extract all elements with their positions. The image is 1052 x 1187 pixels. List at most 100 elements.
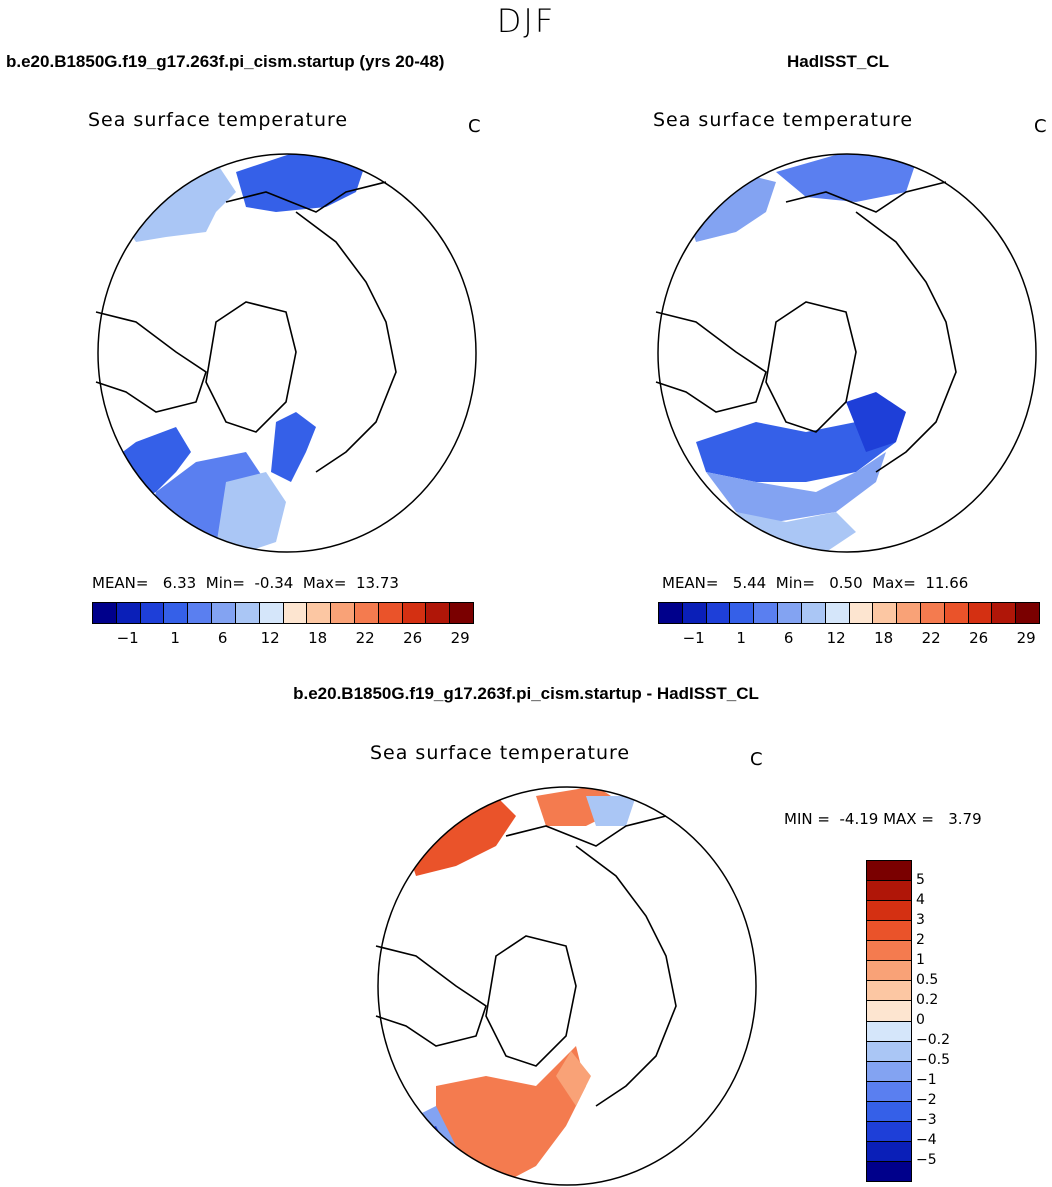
colorbar-tick-label: −1 [682, 629, 705, 647]
sst-region-atlantic-mid [706, 452, 886, 522]
colorbar-swatch [212, 603, 236, 623]
sst-region-pacific-mid [776, 154, 916, 202]
colorbar-tick-label: 26 [969, 629, 989, 647]
colorbar-tick-label: 6 [783, 629, 794, 647]
colorbar-swatch [426, 603, 451, 623]
sst-region-pacific-light [116, 162, 236, 242]
panel-2-max-label: Max= [872, 574, 916, 592]
coast-canada [95, 311, 207, 413]
colorbar-swatch [825, 603, 850, 623]
season-title: DJF [496, 2, 556, 40]
sst-region-atlantic-dark [696, 402, 896, 482]
sst-region-pacific-mid [236, 154, 366, 212]
colorbar-swatch [188, 603, 213, 623]
colorbar-tick-label: −0.2 [916, 1032, 950, 1048]
colorbar-swatch [873, 603, 898, 623]
colorbar-tick-label: −0.5 [916, 1052, 950, 1068]
panel-2-min: 0.50 [829, 574, 863, 592]
colorbar-tick-label: 0.2 [916, 992, 939, 1008]
panel-3-min-label: MIN = [784, 810, 830, 828]
colorbar-swatch [849, 603, 874, 623]
colorbar-tick-label: 1 [170, 629, 180, 647]
panel-2-variable-title: Sea surface temperature [653, 109, 914, 131]
colorbar-tick-label: 3 [916, 912, 925, 928]
colorbar-swatch [378, 603, 403, 623]
panel-1-stats: MEAN= 6.33 Min= -0.34 Max= 13.73 [92, 574, 399, 592]
colorbar-swatch [867, 1061, 911, 1082]
colorbar-tick-label: 1 [736, 629, 746, 647]
colorbar-swatch [93, 603, 117, 623]
panel-2-units: C [1034, 116, 1047, 137]
colorbar-swatch [867, 1101, 911, 1122]
coast-eurasia [295, 211, 397, 473]
panel-3-min: -4.19 [839, 810, 879, 828]
colorbar-swatch [867, 941, 911, 962]
coast-greenland [485, 935, 577, 1067]
coast-eurasia [575, 845, 677, 1107]
colorbar-tick-label: −1 [916, 1072, 937, 1088]
colorbar-swatch [402, 603, 427, 623]
coast-siberia [505, 815, 667, 847]
panel-1-variable-title: Sea surface temperature [88, 109, 349, 131]
colorbar-tick-label: 5 [916, 872, 925, 888]
colorbar-swatch [706, 603, 731, 623]
colorbar-swatch [897, 603, 921, 623]
panel-1-case-title: b.e20.B1850G.f19_g17.263f.pi_cism.startu… [6, 52, 445, 71]
panel-1-mean: 6.33 [162, 574, 197, 592]
colorbar-swatch [867, 901, 911, 922]
colorbar-swatch [778, 603, 802, 623]
colorbar-swatch [867, 1021, 911, 1042]
diff-region-pacific-warm [406, 796, 516, 876]
colorbar-tick-label: −1 [116, 629, 139, 647]
coast-siberia [225, 181, 387, 213]
panel-1-units: C [468, 116, 481, 137]
panel-1-max: 13.73 [355, 574, 399, 592]
colorbar-tick-label: 6 [217, 629, 228, 647]
panel-3-max: 3.79 [948, 810, 982, 828]
colorbar-tick-label: 18 [874, 629, 894, 647]
panel-1-max-label: Max= [302, 574, 347, 592]
colorbar-swatch [867, 981, 911, 1002]
colorbar-swatch [867, 1161, 911, 1181]
colorbar-tick-label: −5 [916, 1152, 937, 1168]
colorbar-swatch [307, 603, 332, 623]
colorbar-swatch [920, 603, 945, 623]
colorbar-swatch [944, 603, 969, 623]
colorbar-swatch [867, 1041, 911, 1062]
panel-3-colorbar [866, 860, 912, 1182]
colorbar-swatch [754, 603, 779, 623]
coast-eurasia [855, 211, 957, 473]
colorbar-tick-label: 2 [916, 932, 925, 948]
colorbar-swatch [450, 603, 473, 623]
colorbar-swatch [164, 603, 189, 623]
panel-1-min-label: Min= [205, 574, 245, 592]
colorbar-swatch [968, 603, 993, 623]
colorbar-swatch [140, 603, 165, 623]
panel-2-stats: MEAN= 5.44 Min= 0.50 Max= 11.66 [662, 574, 968, 592]
colorbar-tick-label: 29 [450, 629, 470, 647]
diff-region-pacific-cool [586, 796, 636, 826]
colorbar-tick-label: 22 [921, 629, 941, 647]
colorbar-swatch [259, 603, 284, 623]
colorbar-tick-label: 12 [826, 629, 846, 647]
panel-3-max-label: MAX = [883, 810, 934, 828]
sst-region-norwegian-sea [271, 412, 316, 482]
panel-1-mean-label: MEAN= [92, 574, 149, 592]
panel-3-units: C [750, 749, 763, 770]
coast-canada [655, 311, 767, 413]
coast-greenland [205, 301, 297, 433]
panel-3-colorbar-ticks: 5 4 3 2 1 0.5 0.2 0 −0.2 −0.5 −1 −2 −3 −4 −5 [916, 860, 976, 1180]
colorbar-swatch [992, 603, 1017, 623]
colorbar-tick-label: 26 [403, 629, 423, 647]
panel-2-map [655, 153, 1037, 553]
colorbar-swatch [867, 881, 911, 902]
colorbar-swatch [867, 1141, 911, 1162]
colorbar-swatch [867, 961, 911, 982]
panel-3-case-title: b.e20.B1850G.f19_g17.263f.pi_cism.startu… [293, 684, 759, 703]
panel-1-colorbar [92, 602, 474, 624]
coast-canada [375, 945, 487, 1047]
colorbar-swatch [730, 603, 755, 623]
colorbar-swatch [1016, 603, 1039, 623]
sst-region-norwegian-sea [846, 392, 906, 452]
panel-2-colorbar [658, 602, 1040, 624]
